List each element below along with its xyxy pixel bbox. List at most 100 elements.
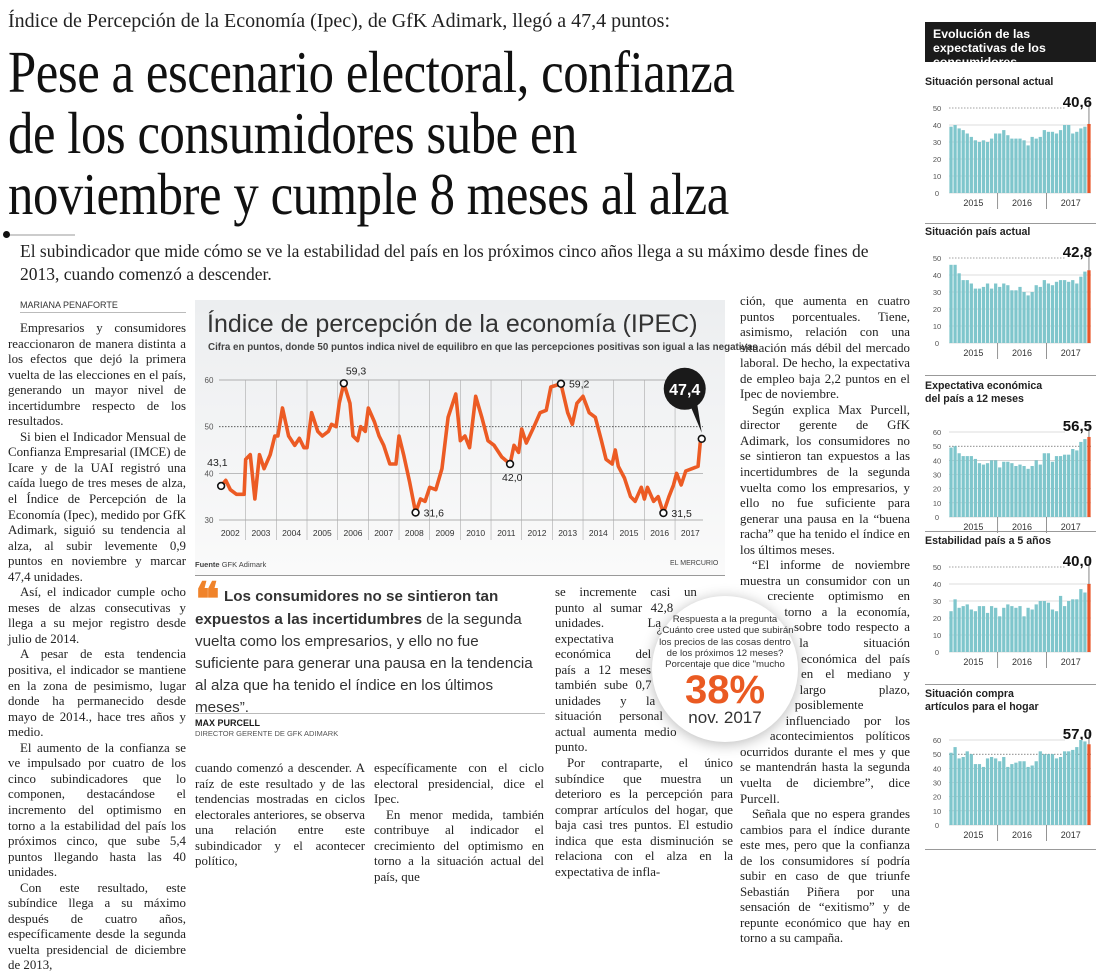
annotation-marker <box>505 459 515 469</box>
bar <box>953 599 957 652</box>
y-tick-label: 30 <box>205 516 214 525</box>
bar <box>1067 125 1071 193</box>
panel-title: Expectativa económica del país a 12 mese… <box>925 380 1043 405</box>
panel-divider <box>925 223 1096 224</box>
y-tick-label: 0 <box>935 513 939 522</box>
bar <box>1022 140 1026 193</box>
bar <box>1063 606 1067 652</box>
bar <box>1018 138 1022 193</box>
y-tick-label: 30 <box>933 471 941 480</box>
bar <box>1046 754 1051 825</box>
bar <box>1075 599 1079 652</box>
bar <box>1063 280 1067 343</box>
annotation-label: 42,0 <box>502 472 523 484</box>
bar <box>977 288 982 343</box>
bar <box>1075 747 1079 825</box>
bar <box>1038 751 1042 825</box>
bar <box>1010 764 1014 825</box>
bar <box>1010 138 1014 193</box>
bar <box>1042 280 1046 343</box>
panel-divider <box>925 849 1096 850</box>
y-tick-label: 40 <box>933 271 941 280</box>
y-tick-label: 10 <box>933 499 941 508</box>
bar <box>969 754 973 825</box>
chart-brand: EL MERCURIO <box>670 560 719 567</box>
bar <box>1079 441 1083 517</box>
paragraph: Con este resultado, este subíndice llega… <box>8 880 186 973</box>
bar <box>1038 601 1042 652</box>
annotation-marker <box>659 508 668 518</box>
bar <box>957 453 961 517</box>
x-tick-label: 2009 <box>436 528 455 538</box>
bar <box>1026 145 1030 193</box>
bar <box>1014 290 1018 343</box>
bar <box>1026 607 1030 652</box>
x-tick-label: 2017 <box>1061 657 1081 667</box>
x-tick-label: 2014 <box>589 528 608 538</box>
bar <box>1022 292 1026 343</box>
annotation-marker <box>556 379 566 388</box>
bar <box>1034 138 1038 193</box>
byline: MARIANA PENAFORTE <box>20 300 186 313</box>
headline-line: de los consumidores sube en <box>8 100 577 166</box>
paragraph: específicamente con el ciclo electoral p… <box>374 761 544 807</box>
bar <box>1038 464 1042 517</box>
bar <box>1018 286 1022 343</box>
x-tick-label: 2004 <box>282 528 301 538</box>
bar <box>1014 607 1018 652</box>
x-tick-label: 2017 <box>1061 830 1081 840</box>
headline-line: noviembre y cumple 8 meses al alza <box>8 161 729 227</box>
bar <box>1071 749 1075 825</box>
x-tick-label: 2012 <box>528 528 547 538</box>
body-column-1: Empresarios y consumidores reaccionaron … <box>8 321 186 974</box>
bullet-dot-icon <box>3 231 10 238</box>
bar <box>1010 463 1014 517</box>
bar <box>949 752 953 825</box>
bar <box>1034 460 1038 517</box>
y-tick-label: 30 <box>933 779 941 788</box>
paragraph: Empresarios y consumidores reaccionaron … <box>8 321 186 429</box>
bar <box>965 456 969 517</box>
bar <box>1030 609 1034 652</box>
panel-title: Estabilidad país a 5 años <box>925 535 1051 547</box>
bar <box>1050 754 1055 825</box>
y-tick-label: 30 <box>933 138 941 147</box>
paragraph: En menor medida, también contribuye al i… <box>374 807 544 884</box>
x-tick-label: 2016 <box>1012 198 1032 208</box>
bar <box>1018 464 1022 517</box>
bar <box>985 142 990 193</box>
x-tick-label: 2017 <box>1061 198 1081 208</box>
bar <box>1006 285 1010 343</box>
bar <box>1054 456 1059 517</box>
bar <box>981 464 986 517</box>
bar <box>998 467 1002 517</box>
y-tick-label: 50 <box>933 563 941 572</box>
bar <box>1046 131 1051 193</box>
x-tick-label: 2005 <box>313 528 332 538</box>
y-tick-label: 20 <box>933 614 941 623</box>
bar <box>981 766 986 825</box>
y-tick-label: 0 <box>935 821 939 830</box>
x-tick-label: 2008 <box>405 528 424 538</box>
bar <box>1042 601 1046 652</box>
bar <box>965 604 969 652</box>
y-tick-label: 20 <box>933 485 941 494</box>
sidebar-chart-panel: Estabilidad país a 5 años 40,0 0 10 20 30 40 50… <box>925 535 1096 685</box>
bar <box>1067 281 1071 343</box>
source-name: GFK Adimark <box>221 560 267 569</box>
bar <box>953 446 957 517</box>
paragraph: Por contraparte, el único subíndice que … <box>555 756 733 879</box>
panel-title: Situación país actual <box>925 226 1031 238</box>
bar <box>961 757 965 825</box>
y-tick-label: 0 <box>935 648 939 657</box>
bar <box>1075 450 1079 517</box>
headline-line: Pese a escenario electoral, confianza <box>8 39 735 105</box>
bar <box>949 447 953 517</box>
bar <box>1063 454 1067 517</box>
bar <box>973 458 977 517</box>
annotation-marker <box>216 481 226 491</box>
x-tick-label: 2015 <box>963 830 983 840</box>
y-tick-label: 60 <box>933 428 941 437</box>
bar <box>1079 740 1083 825</box>
x-tick-label: 2006 <box>344 528 363 538</box>
